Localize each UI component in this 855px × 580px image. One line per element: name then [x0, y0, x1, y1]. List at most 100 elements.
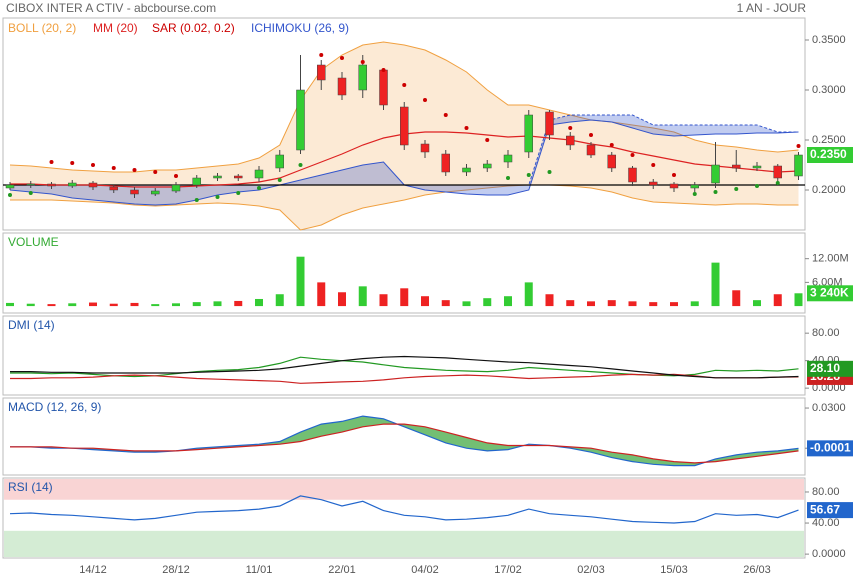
candle-body	[441, 153, 450, 173]
candle-body	[732, 164, 741, 169]
sar-dot	[775, 181, 780, 185]
sar-dot	[277, 178, 282, 182]
indicator-line	[10, 355, 799, 379]
sar-dot	[174, 174, 178, 178]
candle-body	[752, 165, 762, 169]
value-badge-label: 0.2350	[810, 147, 847, 161]
candle-body	[794, 154, 803, 177]
volume-bar	[566, 300, 575, 307]
volume-bar	[130, 302, 139, 307]
panel-title: VOLUME	[8, 235, 59, 249]
x-tick-label: 26/03	[743, 564, 771, 576]
value-badge	[807, 502, 853, 519]
value-badge-label: 3 240K	[810, 285, 849, 299]
value-badge-label: 56.67	[810, 502, 840, 516]
sar-dot	[630, 153, 635, 157]
value-badge-label: -0.0001	[810, 441, 851, 455]
volume-bar	[524, 282, 533, 307]
sar-dot	[91, 163, 95, 167]
volume-bar	[753, 300, 761, 307]
candle-body	[26, 183, 35, 186]
ichimoku-cloud	[10, 115, 799, 205]
candle-body	[524, 114, 533, 153]
candle-body	[192, 177, 201, 186]
value-badge	[807, 285, 853, 302]
sar-dot	[194, 198, 199, 202]
sar-dot	[153, 170, 158, 174]
value-badge	[807, 440, 853, 457]
sar-dot	[257, 186, 261, 190]
candle-body	[669, 183, 679, 189]
x-tick-label: 11/01	[246, 564, 273, 576]
sar-dot	[485, 138, 490, 142]
volume-bar	[732, 290, 741, 307]
sar-dot	[651, 163, 656, 167]
panel	[2, 315, 806, 396]
volume-bar	[26, 303, 35, 307]
volume-bar	[151, 304, 160, 307]
candle-body	[213, 175, 222, 179]
indicator-line	[9, 495, 799, 524]
candle-body	[586, 144, 596, 156]
candle-body	[545, 111, 554, 136]
sar-dot	[589, 133, 593, 137]
panel-title: MACD (12, 26, 9)	[8, 400, 101, 414]
x-tick-label: 14/12	[79, 564, 107, 576]
x-tick-label: 22/01	[328, 564, 356, 576]
y-tick-label: 0.0000	[812, 382, 846, 394]
sar-dot	[381, 68, 386, 72]
volume-bar	[545, 294, 554, 307]
sar-dot	[402, 83, 407, 87]
bollinger-upper	[9, 41, 799, 173]
y-tick-label: 0.0300	[812, 402, 846, 414]
value-badge	[807, 147, 853, 163]
y-tick-label: 0.2500	[812, 134, 846, 146]
sar-dot	[340, 56, 344, 60]
volume-bar	[192, 302, 201, 307]
value-badge-label: 28.10	[810, 361, 840, 375]
volume-bar	[358, 286, 367, 307]
candle-body	[690, 184, 699, 189]
panel-title: RSI (14)	[8, 480, 53, 494]
candle-body	[234, 175, 243, 179]
indicator-line	[10, 356, 799, 378]
volume-bar	[690, 301, 699, 307]
candle-body	[773, 165, 782, 179]
volume-bar	[338, 292, 346, 307]
volume-bar	[670, 302, 678, 307]
sar-dot	[609, 143, 614, 147]
overbought-zone	[4, 479, 804, 500]
candle-body	[628, 167, 637, 183]
candle-body	[254, 169, 264, 179]
volume-bar	[172, 303, 180, 307]
volume-bar	[628, 301, 637, 307]
y-tick-label: 40.00	[812, 517, 840, 529]
bollinger-lower	[10, 184, 799, 231]
y-tick-label: 80.00	[812, 486, 840, 498]
candle-body	[151, 190, 160, 195]
legend-entry: SAR (0.02, 0.2)	[152, 21, 235, 35]
candle-body	[420, 143, 430, 153]
candle-body	[483, 163, 492, 169]
volume-bar	[317, 282, 326, 307]
sar-dot	[464, 126, 469, 130]
volume-bar	[483, 298, 492, 307]
candle-body	[317, 64, 326, 81]
sar-dot	[568, 126, 573, 130]
candle-body	[275, 154, 284, 169]
volume-bar	[462, 301, 471, 307]
candle-body	[109, 186, 118, 191]
candle-body	[566, 135, 575, 146]
volume-bar	[379, 294, 388, 307]
sar-dot	[443, 113, 448, 117]
candle-body	[503, 154, 513, 163]
volume-bar	[296, 256, 305, 307]
sar-dot	[28, 191, 33, 195]
volume-bar	[607, 300, 616, 307]
candle-body	[5, 184, 15, 189]
volume-bar	[794, 293, 803, 307]
sar-dot	[796, 144, 801, 148]
sar-dot	[526, 173, 531, 177]
volume-bar	[773, 294, 782, 307]
